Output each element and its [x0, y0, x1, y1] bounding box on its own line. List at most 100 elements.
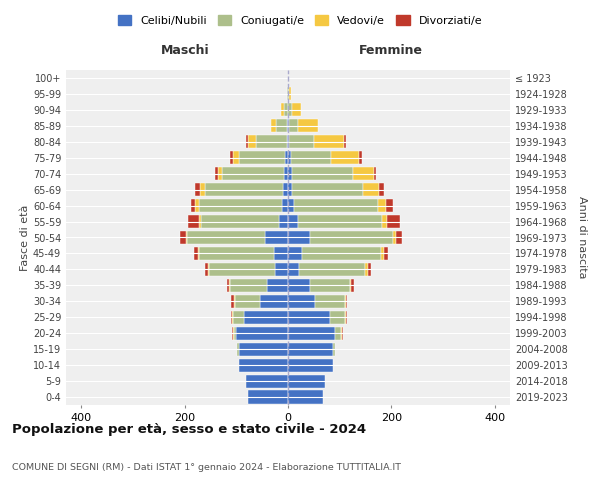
Text: Femmine: Femmine [359, 44, 423, 57]
Bar [290, 151, 331, 164]
Bar [294, 199, 378, 212]
Bar [353, 167, 374, 180]
Bar [298, 215, 382, 228]
Bar [230, 310, 232, 324]
Bar [288, 247, 302, 260]
Bar [374, 167, 376, 180]
Bar [299, 263, 365, 276]
Bar [186, 231, 187, 244]
Bar [378, 199, 386, 212]
Bar [346, 310, 347, 324]
Bar [283, 183, 288, 196]
Bar [271, 120, 275, 132]
Text: COMUNE DI SEGNI (RM) - Dati ISTAT 1° gennaio 2024 - Elaborazione TUTTITALIA.IT: COMUNE DI SEGNI (RM) - Dati ISTAT 1° gen… [12, 463, 401, 472]
Bar [287, 135, 288, 148]
Bar [180, 231, 186, 244]
Bar [289, 120, 298, 132]
Bar [227, 279, 229, 292]
Bar [288, 295, 315, 308]
Bar [230, 151, 233, 164]
Bar [268, 279, 288, 292]
Bar [239, 342, 288, 355]
Bar [368, 263, 371, 276]
Bar [292, 183, 364, 196]
Bar [341, 326, 343, 340]
Bar [233, 151, 239, 164]
Bar [350, 279, 351, 292]
Bar [335, 326, 341, 340]
Bar [331, 310, 345, 324]
Bar [344, 135, 346, 148]
Bar [383, 247, 388, 260]
Bar [209, 263, 275, 276]
Bar [288, 279, 310, 292]
Bar [234, 326, 236, 340]
Bar [274, 247, 288, 260]
Bar [205, 263, 208, 276]
Bar [195, 199, 199, 212]
Legend: Celibi/Nubili, Coniugati/e, Vedovi/e, Divorziati/e: Celibi/Nubili, Coniugati/e, Vedovi/e, Di… [113, 10, 487, 30]
Bar [288, 183, 292, 196]
Bar [229, 279, 230, 292]
Bar [288, 104, 292, 117]
Bar [288, 231, 310, 244]
Bar [288, 120, 289, 132]
Bar [286, 151, 288, 164]
Bar [287, 120, 288, 132]
Bar [248, 135, 256, 148]
Text: Maschi: Maschi [160, 44, 209, 57]
Bar [345, 310, 346, 324]
Bar [387, 215, 400, 228]
Bar [310, 279, 350, 292]
Bar [288, 167, 292, 180]
Bar [302, 247, 381, 260]
Bar [382, 215, 387, 228]
Bar [386, 199, 394, 212]
Bar [205, 183, 283, 196]
Bar [292, 104, 301, 117]
Bar [236, 326, 288, 340]
Bar [230, 279, 268, 292]
Bar [199, 247, 274, 260]
Bar [289, 135, 314, 148]
Bar [282, 199, 288, 212]
Bar [284, 167, 288, 180]
Bar [208, 263, 209, 276]
Bar [222, 167, 284, 180]
Bar [279, 215, 288, 228]
Bar [239, 151, 286, 164]
Bar [256, 135, 287, 148]
Bar [200, 183, 205, 196]
Bar [287, 88, 288, 101]
Bar [281, 104, 284, 117]
Bar [346, 295, 347, 308]
Bar [345, 295, 346, 308]
Bar [187, 231, 265, 244]
Bar [289, 88, 291, 101]
Bar [288, 151, 290, 164]
Bar [235, 295, 260, 308]
Bar [237, 342, 239, 355]
Bar [232, 326, 233, 340]
Bar [365, 263, 368, 276]
Bar [244, 310, 288, 324]
Bar [265, 231, 288, 244]
Bar [194, 247, 197, 260]
Bar [233, 310, 244, 324]
Bar [396, 231, 402, 244]
Bar [245, 374, 288, 388]
Bar [233, 326, 234, 340]
Bar [314, 135, 344, 148]
Bar [239, 358, 288, 372]
Bar [364, 183, 379, 196]
Bar [288, 374, 325, 388]
Bar [288, 358, 334, 372]
Bar [199, 199, 282, 212]
Bar [248, 390, 288, 404]
Bar [359, 151, 362, 164]
Bar [292, 167, 353, 180]
Bar [231, 295, 234, 308]
Bar [288, 88, 289, 101]
Y-axis label: Fasce di età: Fasce di età [20, 204, 30, 270]
Bar [334, 342, 335, 355]
